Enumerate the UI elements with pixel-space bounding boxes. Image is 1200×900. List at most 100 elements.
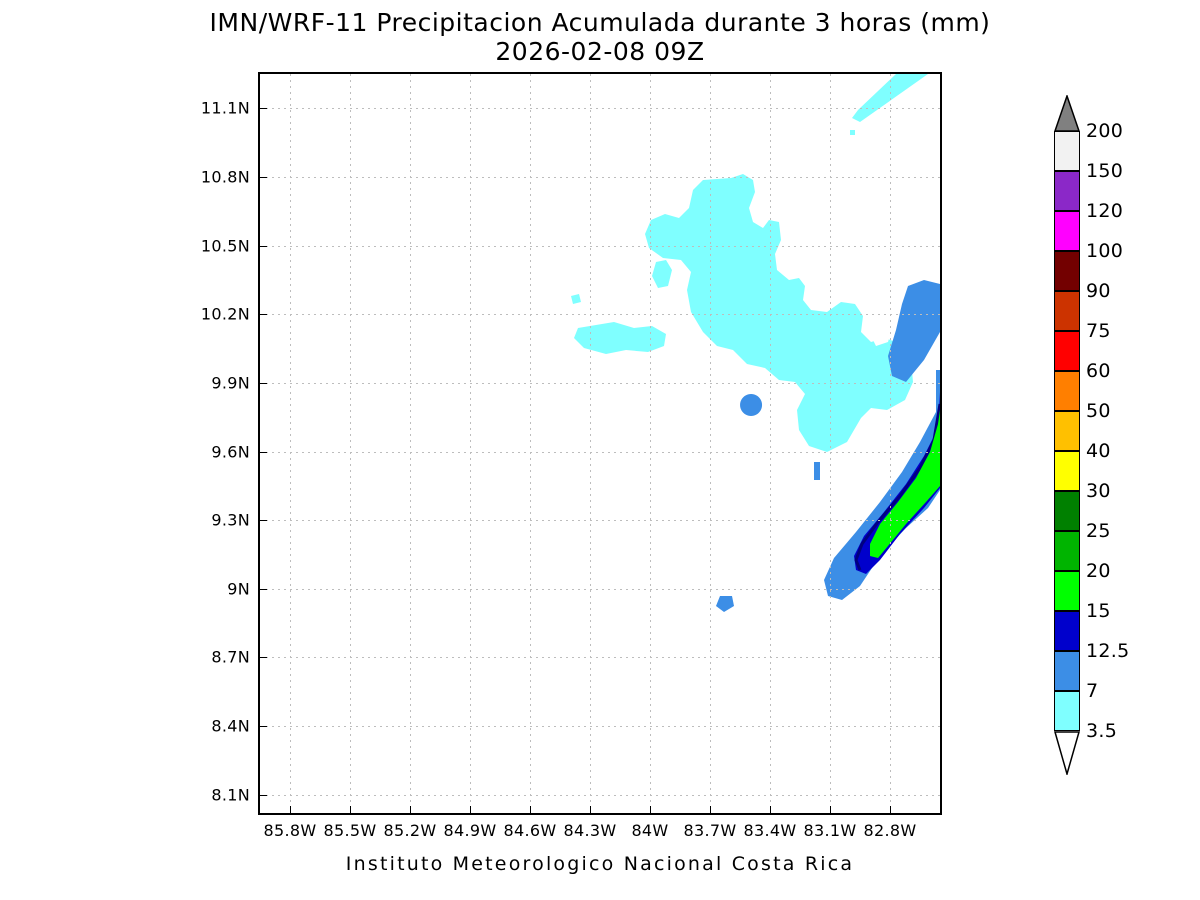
colorbar-segment-100[interactable]	[1054, 211, 1080, 251]
y-axis-label-0: 11.1N	[200, 98, 250, 118]
x-axis-label-2: 85.2W	[383, 821, 437, 840]
x-tick-7	[710, 806, 711, 813]
colorbar-label-15: 15	[1086, 600, 1111, 622]
precip-contour-15	[854, 403, 940, 571]
y-tick-2	[260, 246, 267, 247]
gridline-vertical-5	[590, 74, 591, 813]
gridline-horizontal-8	[260, 657, 940, 658]
colorbar-label-30: 30	[1086, 480, 1111, 502]
colorbar-segment-150[interactable]	[1054, 131, 1080, 171]
gridline-horizontal-3	[260, 314, 940, 315]
y-axis-label-1: 10.8N	[200, 167, 250, 187]
y-tick-0	[260, 108, 267, 109]
y-axis-label-9: 8.4N	[211, 716, 250, 736]
y-axis-label-2: 10.5N	[200, 236, 250, 256]
colorbar-label-120: 120	[1086, 200, 1124, 222]
gridline-horizontal-6	[260, 520, 940, 521]
gridline-horizontal-0	[260, 108, 940, 109]
precip-speck-west-3	[826, 320, 836, 330]
y-axis-label-7: 9N	[227, 579, 250, 599]
colorbar-label-25: 25	[1086, 520, 1111, 542]
colorbar-segment-60[interactable]	[1054, 331, 1080, 371]
x-tick-9	[830, 806, 831, 813]
coastline-nicaragua-north	[282, 813, 688, 815]
figure-footer: Instituto Meteorologico Nacional Costa R…	[345, 853, 855, 875]
y-axis-label-3: 10.2N	[200, 304, 250, 324]
y-tick-3	[260, 314, 267, 315]
precip-speck-west-1	[652, 260, 672, 288]
precipitation-shading-layer	[571, 74, 940, 612]
x-axis-label-3: 84.9W	[443, 821, 497, 840]
colorbar-segment-15[interactable]	[1054, 571, 1080, 611]
gridline-vertical-10	[890, 74, 891, 813]
gridline-horizontal-4	[260, 383, 940, 384]
colorbar-label-90: 90	[1086, 280, 1111, 302]
gridline-vertical-2	[410, 74, 411, 813]
x-axis-label-10: 82.8W	[863, 821, 917, 840]
colorbar-segment-12p5[interactable]	[1054, 611, 1080, 651]
y-axis-label-6: 9.3N	[211, 510, 250, 530]
precip-band-12p5-core	[854, 392, 940, 574]
gridline-vertical-3	[470, 74, 471, 813]
colorbar[interactable]: 200 150 120 100 90 75 60 50 40 30 25 20 15 12.5 7 3.5	[1054, 95, 1129, 775]
precip-band-3p5-west-arm	[574, 322, 666, 354]
x-axis-label-7: 83.7W	[683, 821, 737, 840]
gridline-horizontal-10	[260, 795, 940, 796]
colorbar-segment-20[interactable]	[1054, 531, 1080, 571]
map-plot-area[interactable]	[258, 72, 942, 815]
colorbar-segment-90[interactable]	[1054, 251, 1080, 291]
colorbar-label-60: 60	[1086, 360, 1111, 382]
precip-speck-12p5-a	[740, 394, 763, 416]
y-axis-label-4: 9.9N	[211, 373, 250, 393]
colorbar-cap-top	[1054, 95, 1080, 131]
gridline-vertical-8	[770, 74, 771, 813]
precip-band-7-core	[824, 370, 940, 600]
colorbar-segment-120[interactable]	[1054, 171, 1080, 211]
colorbar-cap-bottom	[1054, 731, 1080, 775]
x-tick-1	[350, 806, 351, 813]
coastline-border-layer	[260, 813, 940, 815]
gridline-vertical-1	[350, 74, 351, 813]
precip-speck-west-2	[571, 294, 581, 304]
map-canvas	[260, 74, 940, 813]
colorbar-segment-7[interactable]	[1054, 651, 1080, 691]
gridline-vertical-0	[290, 74, 291, 813]
x-tick-4	[530, 806, 531, 813]
x-tick-8	[770, 806, 771, 813]
y-tick-9	[260, 726, 267, 727]
x-axis-label-1: 85.5W	[323, 821, 377, 840]
x-axis-label-8: 83.4W	[743, 821, 797, 840]
x-axis-label-6: 84W	[631, 821, 669, 840]
colorbar-segment-50[interactable]	[1054, 371, 1080, 411]
precip-speck-12p5-b	[814, 462, 820, 480]
y-tick-5	[260, 452, 267, 453]
y-tick-10	[260, 795, 267, 796]
precip-band-7-core-upper	[888, 280, 940, 382]
colorbar-label-7: 7	[1086, 680, 1099, 702]
colorbar-segment-3p5[interactable]	[1054, 691, 1080, 731]
precip-band-3p5-main	[645, 174, 913, 452]
x-tick-5	[590, 806, 591, 813]
colorbar-segment-30[interactable]	[1054, 451, 1080, 491]
gridline-horizontal-9	[260, 726, 940, 727]
y-axis-label-5: 9.6N	[211, 442, 250, 461]
gridline-horizontal-7	[260, 589, 940, 590]
x-tick-3	[470, 806, 471, 813]
gridline-vertical-9	[830, 74, 831, 813]
colorbar-label-150: 150	[1086, 160, 1124, 182]
gridline-horizontal-5	[260, 452, 940, 453]
y-tick-8	[260, 657, 267, 658]
precip-speck-12p5-c	[716, 596, 734, 612]
colorbar-segment-40[interactable]	[1054, 411, 1080, 451]
colorbar-label-50: 50	[1086, 400, 1111, 422]
x-tick-0	[290, 806, 291, 813]
colorbar-segment-25[interactable]	[1054, 491, 1080, 531]
colorbar-segment-75[interactable]	[1054, 291, 1080, 331]
precip-band-15-core	[870, 410, 940, 558]
x-tick-6	[650, 806, 651, 813]
gridline-horizontal-2	[260, 246, 940, 247]
x-axis-label-9: 83.1W	[803, 821, 857, 840]
gridline-vertical-4	[530, 74, 531, 813]
colorbar-label-40: 40	[1086, 440, 1111, 462]
